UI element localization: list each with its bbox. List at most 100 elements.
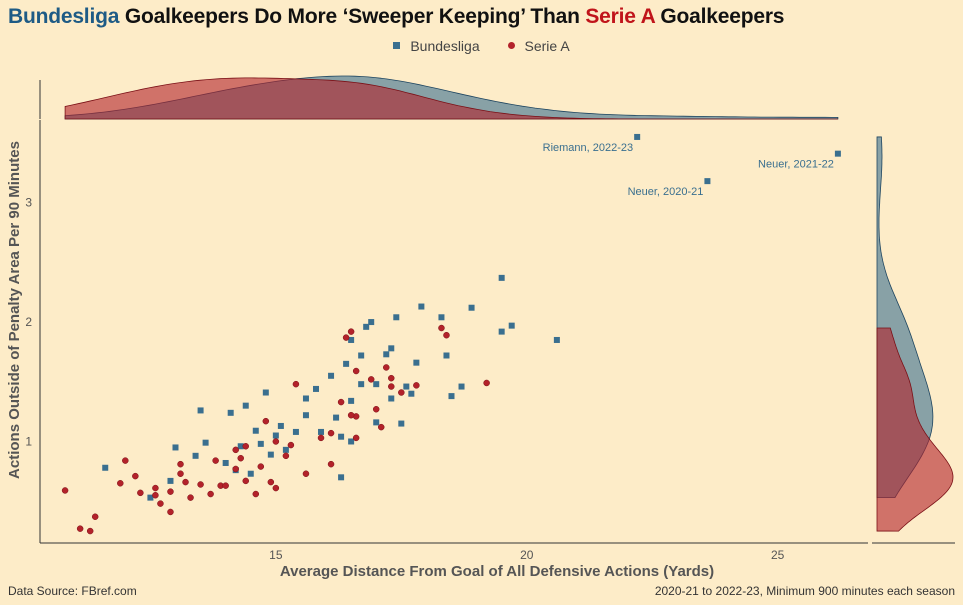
seriea-point: [242, 477, 249, 485]
y-tick-label: 1: [25, 434, 32, 448]
bundesliga-point: [338, 474, 345, 481]
right-marginal-density: [872, 136, 955, 544]
bundesliga-point: [257, 440, 264, 447]
seriea-point: [367, 376, 375, 383]
seriea-point: [388, 374, 395, 382]
bundesliga-point: [553, 336, 560, 343]
seriea-point: [122, 457, 129, 464]
x-tick-label: 20: [520, 548, 534, 562]
bundesliga-point: [368, 319, 375, 326]
bundesliga-point: [318, 428, 325, 435]
seriea-point: [86, 527, 94, 535]
point-annotation: Neuer, 2020-21: [628, 186, 704, 198]
bundesliga-point: [222, 459, 229, 466]
point-annotation: Riemann, 2022-23: [543, 142, 634, 154]
legend-square-marker: [393, 42, 401, 49]
seriea-point: [272, 484, 280, 492]
seriea-point: [152, 491, 159, 499]
seriea-point: [132, 472, 139, 480]
seriea-point: [182, 478, 189, 486]
seriea-point: [383, 364, 390, 371]
seriea-point: [342, 334, 350, 341]
bundesliga-point: [277, 422, 284, 429]
x-tick-label: 25: [771, 548, 785, 562]
legend-label-bundesliga: Bundesliga: [410, 38, 480, 54]
bundesliga-point: [348, 397, 355, 404]
y-tick-label: 2: [25, 315, 32, 329]
bundesliga-point: [302, 395, 309, 402]
title-middle: Goalkeepers Do More ‘Sweeper Keeping’ Th…: [119, 5, 586, 28]
title-bundesliga: Bundesliga: [8, 5, 120, 28]
data-source-note: Data Source: FBref.com: [8, 584, 137, 598]
bundesliga-point: [418, 303, 425, 310]
bundesliga-point: [348, 336, 355, 343]
bundesliga-point: [358, 352, 365, 359]
bundesliga-point: [197, 407, 204, 414]
bundesliga-point: [313, 385, 319, 392]
bundesliga-point: [634, 133, 641, 140]
seriea-point: [372, 405, 380, 413]
seriea-point: [413, 382, 420, 389]
seriea-point: [282, 452, 290, 460]
y-tick-label: 3: [25, 196, 32, 210]
seriea-point: [272, 438, 280, 445]
seriea-point: [267, 478, 275, 486]
bundesliga-point: [172, 444, 179, 451]
season-note: 2020-21 to 2022-23, Minimum 900 minutes …: [654, 584, 955, 598]
bundesliga-point: [333, 414, 340, 421]
bundesliga-point: [498, 274, 505, 281]
bundesliga-point: [704, 178, 711, 185]
bundesliga-point: [237, 443, 244, 450]
seriea-point: [117, 480, 124, 487]
bundesliga-point: [443, 352, 450, 359]
seriea-point: [212, 457, 219, 464]
bundesliga-point: [202, 439, 209, 446]
title-seriea: Serie A: [585, 5, 655, 28]
seriea-point: [347, 411, 355, 419]
seriea-point: [327, 429, 335, 437]
seriea-point: [398, 389, 405, 396]
bundesliga-point: [393, 314, 400, 321]
bundesliga-point: [373, 381, 380, 388]
seriea-point: [317, 434, 325, 442]
seriea-point: [262, 417, 270, 425]
legend-label-seriea: Serie A: [524, 38, 570, 54]
seriea-point: [352, 367, 360, 375]
seriea-y-density: [876, 327, 954, 532]
bundesliga-point: [348, 438, 355, 445]
seriea-point: [237, 454, 244, 462]
bundesliga-point: [227, 409, 234, 416]
bundesliga-point: [498, 328, 505, 335]
bundesliga-point: [247, 470, 254, 477]
point-annotation: Neuer, 2021-22: [758, 159, 834, 171]
bundesliga-point: [292, 428, 299, 435]
legend-item-seriea[interactable]: Serie A: [507, 38, 570, 54]
bundesliga-point: [192, 452, 199, 459]
seriea-point: [327, 460, 335, 468]
bundesliga-point: [408, 390, 415, 397]
seriea-point: [232, 465, 239, 473]
axes: 15 20 25 1 2 3: [25, 120, 868, 562]
seriea-point: [337, 398, 345, 406]
bundesliga-point: [834, 150, 841, 157]
top-marginal-density: [39, 75, 839, 120]
seriea-point: [287, 441, 295, 449]
bundesliga-point: [383, 351, 390, 358]
seriea-point: [167, 508, 174, 516]
bundesliga-point: [458, 383, 465, 390]
annotations: Riemann, 2022-23 Neuer, 2020-21 Neuer, 202…: [543, 142, 834, 198]
x-tick-label: 15: [269, 548, 283, 562]
bundesliga-point: [167, 477, 174, 484]
bundesliga-point: [267, 451, 274, 458]
legend-item-bundesliga[interactable]: Bundesliga: [393, 38, 480, 54]
seriea-point: [76, 525, 84, 532]
bundesliga-point: [262, 389, 269, 396]
bundesliga-point: [398, 420, 405, 427]
seriea-point: [252, 490, 260, 498]
bundesliga-point: [413, 359, 420, 366]
bundesliga-point: [147, 494, 154, 501]
bundesliga-point: [438, 314, 445, 321]
y-axis-title: Actions Outside of Penalty Area Per 90 M…: [6, 141, 23, 479]
seriea-x-density: [64, 77, 838, 120]
